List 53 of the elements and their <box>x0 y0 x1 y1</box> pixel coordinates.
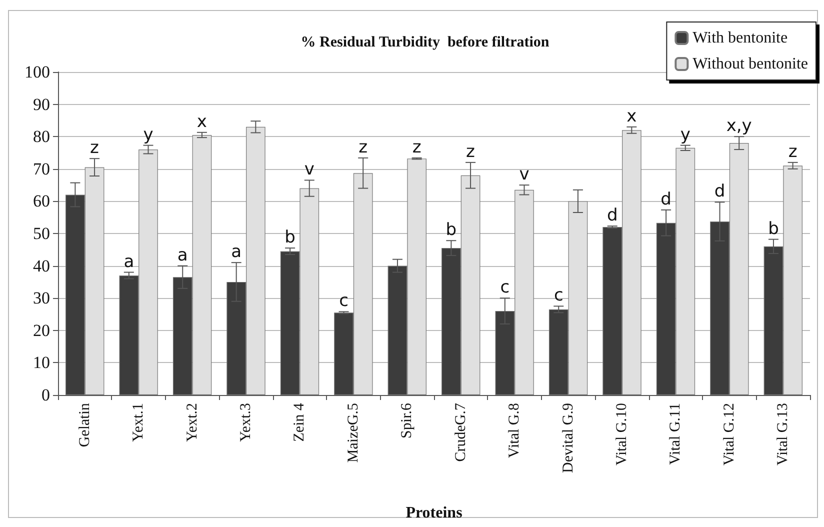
x-tick-label: CrudeG.7 <box>452 402 469 462</box>
x-tick-label: Zein 4 <box>292 402 308 442</box>
data-label: x <box>196 112 207 132</box>
data-label: v <box>519 164 530 185</box>
y-tick-label: 50 <box>33 224 50 243</box>
y-tick-label: 30 <box>33 288 50 308</box>
x-tick-label: Devital G.9 <box>560 403 576 473</box>
data-label: d <box>606 206 618 226</box>
x-tick-label: Yext.3 <box>238 403 254 442</box>
chart-title: % Residual Turbidity before filtration <box>300 34 550 50</box>
x-axis-title: Proteins <box>406 504 462 522</box>
y-tick-label: 0 <box>42 386 50 404</box>
data-label: z <box>90 138 100 158</box>
data-label: x,y <box>726 116 752 136</box>
data-label: z <box>466 142 476 162</box>
data-label: z <box>358 137 368 158</box>
x-tick-label: Spir.6 <box>399 402 416 438</box>
x-tick-label: Vital G.10 <box>614 403 630 466</box>
data-label: y <box>680 124 690 145</box>
x-tick-label: Vital G.11 <box>668 403 684 465</box>
data-label: a <box>177 245 188 266</box>
legend-label: With bentonite <box>692 30 788 46</box>
y-tick-label: 80 <box>33 127 50 146</box>
data-label: z <box>788 142 798 162</box>
data-label: a <box>124 252 134 272</box>
y-tick-label: 90 <box>33 94 50 114</box>
data-label: y <box>143 124 154 145</box>
data-label: v <box>304 160 314 180</box>
x-tick-label: Gelatin <box>76 402 93 448</box>
data-label: b <box>446 220 457 240</box>
y-tick-label: 10 <box>33 353 50 372</box>
data-label: c <box>339 291 348 312</box>
x-tick-label: MaizeG.5 <box>345 403 362 463</box>
y-tick-label: 60 <box>33 192 50 211</box>
data-label: d <box>660 189 672 210</box>
data-label: c <box>500 278 510 298</box>
x-tick-label: Yext.1 <box>130 403 147 442</box>
x-tick-label: Vital G.8 <box>506 403 523 458</box>
y-tick-label: 100 <box>24 62 50 82</box>
x-tick-label: Vital G.13 <box>775 403 792 466</box>
data-label: b <box>284 228 296 248</box>
y-tick-label: 20 <box>33 320 50 340</box>
legend-label: Without bentonite <box>692 56 808 72</box>
data-label: z <box>412 137 422 158</box>
x-tick-label: Vital G.12 <box>721 403 738 466</box>
data-label: d <box>714 182 726 202</box>
y-tick-label: 70 <box>33 159 50 178</box>
x-tick-label: Yext.2 <box>184 403 200 442</box>
data-label: a <box>231 242 242 262</box>
data-label: x <box>626 106 637 126</box>
data-label: c <box>554 286 564 306</box>
data-label: b <box>768 218 779 239</box>
y-tick-label: 40 <box>33 256 50 276</box>
